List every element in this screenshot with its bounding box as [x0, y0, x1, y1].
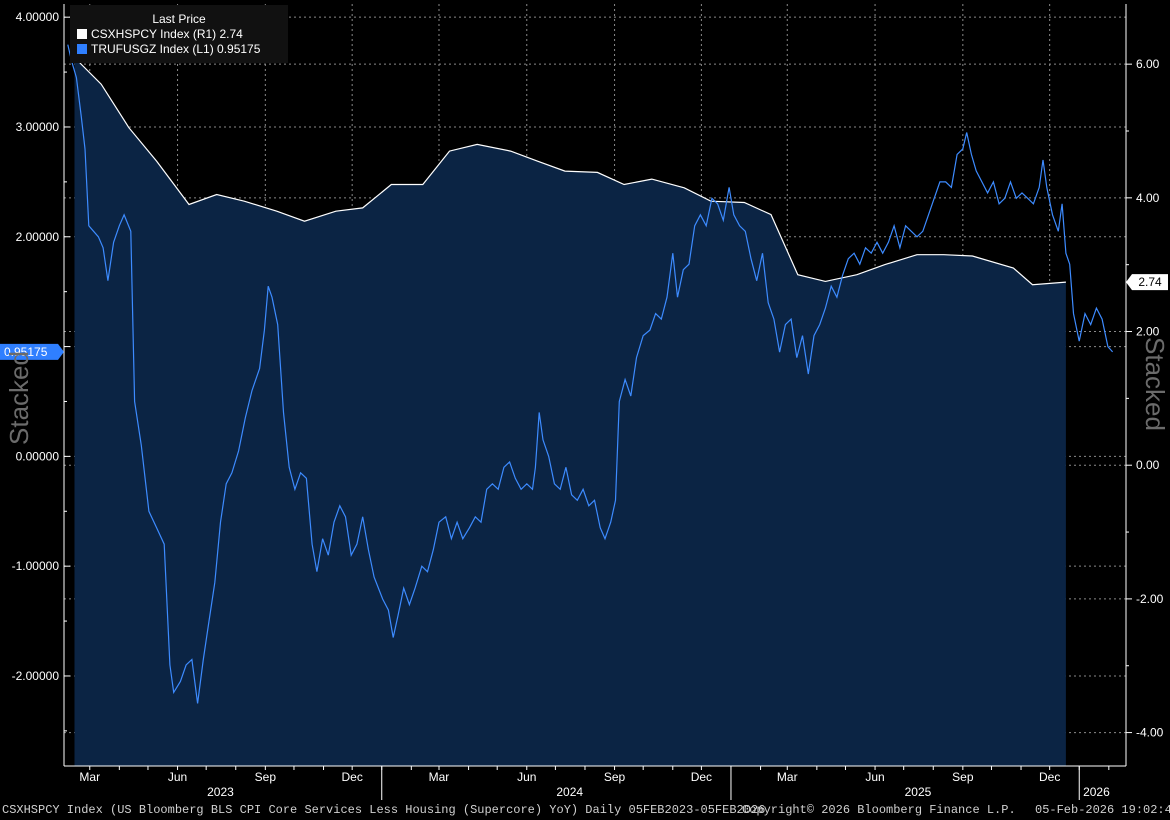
x-year-label: 2023 — [207, 785, 234, 799]
y-right-tick-label: 4.00 — [1136, 191, 1160, 205]
legend-title: Last Price — [152, 12, 206, 26]
x-tick-label: Jun — [168, 770, 187, 784]
csxhspcy-line — [74, 57, 1066, 286]
x-tick-label: Sep — [255, 770, 277, 784]
x-tick-label: Dec — [341, 770, 362, 784]
last-value-labels: 2.74 0.95175 — [0, 274, 1168, 360]
footer-copyright: Copyright© 2026 Bloomberg Finance L.P. — [742, 803, 1016, 817]
x-ticks: Mar Jun Sep Dec Mar Jun Sep Dec Mar Jun Sep Dec 2023… — [79, 766, 1110, 800]
y-right-ticks: -4.00 -2.00 0.00 2.00 4.00 6.00 — [1126, 57, 1164, 740]
x-tick-label: Mar — [429, 770, 450, 784]
legend-label: CSXHSPCY Index (R1) 2.74 — [91, 27, 243, 41]
x-tick-label: Dec — [691, 770, 712, 784]
x-year-label: 2026 — [1083, 785, 1110, 799]
x-tick-label: Sep — [952, 770, 974, 784]
y-left-tick-label: -2.00000 — [12, 669, 60, 683]
x-tick-label: Jun — [517, 770, 536, 784]
last-value-text-csxhspcy: 2.74 — [1138, 275, 1162, 289]
y-left-ticks: -2.00000 -1.00000 0.00000 2.00000 3.00000 4.0… — [12, 10, 70, 732]
x-tick-label: Mar — [79, 770, 100, 784]
x-tick-label: Sep — [604, 770, 626, 784]
y-right-tick-label: 0.00 — [1136, 458, 1160, 472]
x-tick-label: Dec — [1039, 770, 1060, 784]
footer-description: CSXHSPCY Index (US Bloomberg BLS CPI Cor… — [2, 803, 766, 817]
legend: Last Price CSXHSPCY Index (R1) 2.74 TRUF… — [70, 5, 288, 63]
y-right-tick-label: -4.00 — [1136, 726, 1164, 740]
x-year-label: 2024 — [556, 785, 583, 799]
legend-swatch-blue — [77, 44, 87, 54]
legend-swatch-white — [77, 29, 87, 39]
trufusgz-line — [67, 44, 1114, 704]
y-left-tick-label: -1.00000 — [12, 559, 60, 573]
y-right-axis-label: Stacked — [1140, 337, 1170, 431]
x-tick-label: Mar — [777, 770, 798, 784]
x-year-label: 2025 — [905, 785, 932, 799]
y-left-tick-label: 3.00000 — [16, 120, 60, 134]
csxhspcy-area — [74, 57, 1066, 766]
last-value-badge-csxhspcy — [1126, 274, 1168, 291]
footer-timestamp: 05-Feb-2026 19:02:42 — [1035, 803, 1170, 817]
y-right-tick-label: 2.00 — [1136, 325, 1160, 339]
y-left-tick-label: 4.00000 — [16, 10, 60, 24]
last-value-badge-trufusgz — [0, 343, 64, 360]
y-right-tick-label: -2.00 — [1136, 592, 1164, 606]
y-left-axis-label: Stacked — [4, 351, 34, 445]
y-right-tick-label: 6.00 — [1136, 57, 1160, 71]
y-left-tick-label: 2.00000 — [16, 230, 60, 244]
x-tick-label: Jun — [865, 770, 884, 784]
legend-item-csxhspcy: CSXHSPCY Index (R1) 2.74 — [70, 27, 288, 42]
legend-label: TRUFUSGZ Index (L1) 0.95175 — [91, 42, 261, 56]
legend-item-trufusgz: TRUFUSGZ Index (L1) 0.95175 — [70, 42, 288, 57]
last-value-text-trufusgz: 0.95175 — [4, 345, 48, 359]
y-left-tick-label: 0.00000 — [16, 449, 60, 463]
chart: -2.00000 -1.00000 0.00000 2.00000 3.00000 4.0… — [0, 4, 1170, 800]
